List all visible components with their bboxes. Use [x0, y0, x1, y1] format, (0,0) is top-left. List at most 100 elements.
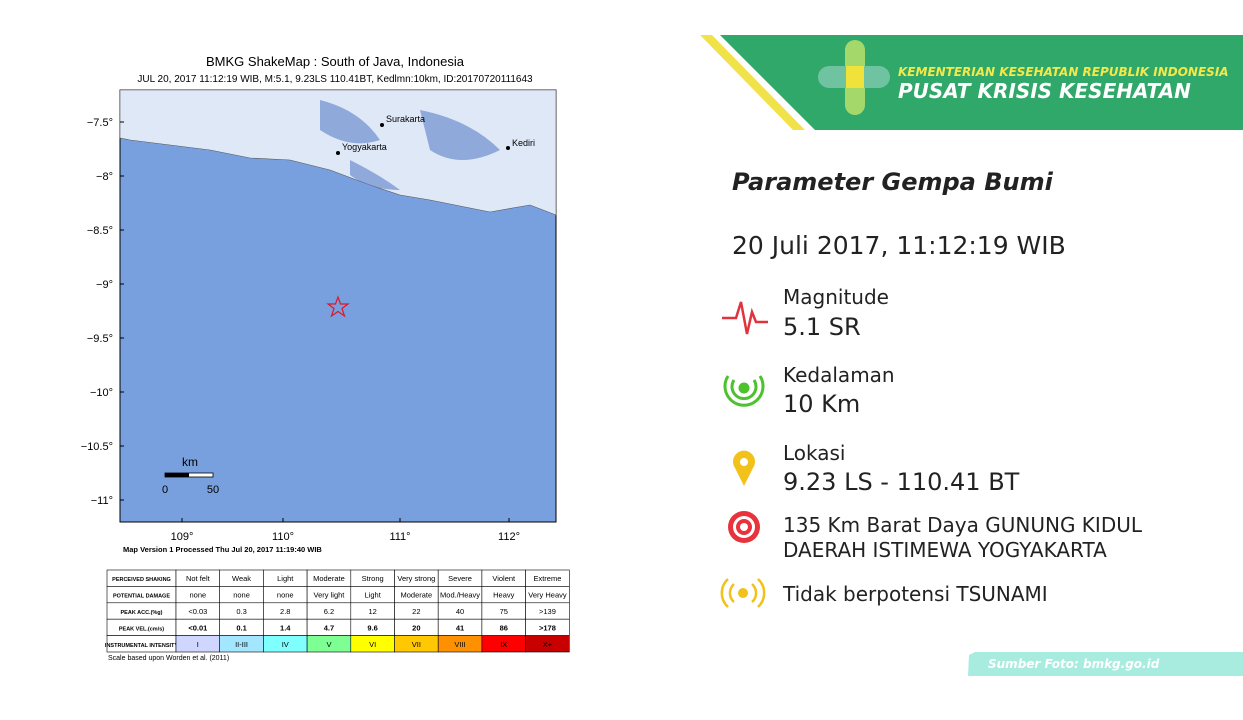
- heading: Parameter Gempa Bumi: [732, 168, 1054, 196]
- header-line2: PUSAT KRISIS KESEHATAN: [898, 79, 1191, 103]
- city-label: Yogyakarta: [342, 142, 387, 152]
- logo: [818, 40, 890, 115]
- cell-text: Very Heavy: [528, 591, 567, 600]
- y-tick-label: −9.5°: [87, 333, 113, 345]
- city-dot: [380, 123, 384, 127]
- banner-stripe: [700, 35, 805, 130]
- cell-text: Violent: [492, 574, 516, 583]
- map-shading: [320, 100, 500, 190]
- icon-distance: [728, 511, 760, 543]
- cell-text: 75: [500, 607, 508, 616]
- item-label: Kedalaman: [783, 363, 895, 387]
- row-header: INSTRUMENTAL INTENSITY: [105, 643, 178, 649]
- item-value: 9.23 LS - 110.41 BT: [783, 468, 1020, 496]
- cell-text: V: [326, 640, 331, 649]
- cell-text: 40: [456, 607, 464, 616]
- cell-text: 86: [500, 623, 508, 632]
- map-subtitle: JUL 20, 2017 11:12:19 WIB, M:5.1, 9.23LS…: [137, 74, 533, 85]
- cell-text: Not felt: [186, 574, 211, 583]
- cell-text: Very light: [314, 591, 346, 600]
- y-tick-label: −10.5°: [81, 441, 113, 453]
- y-tick-label: −11°: [91, 495, 113, 507]
- item-label: Magnitude: [783, 285, 889, 309]
- cell-text: Very strong: [397, 574, 435, 583]
- y-tick-label: −9°: [96, 279, 113, 291]
- row-header: POTENTIAL DAMAGE: [113, 594, 170, 600]
- epicenter-star: [326, 295, 350, 318]
- icon-magnitude: [722, 301, 768, 335]
- scale-label: 0: [162, 484, 168, 496]
- cell-text: 22: [412, 607, 420, 616]
- cell-text: IX: [500, 640, 507, 649]
- cell-text: 4.7: [324, 623, 334, 632]
- y-tick-label: −10°: [90, 387, 113, 399]
- cell-text: VI: [369, 640, 376, 649]
- city-dot: [336, 151, 340, 155]
- cell-text: IV: [282, 640, 289, 649]
- table-note: Scale based upon Worden et al. (2011): [108, 655, 229, 662]
- icon-location: [740, 458, 748, 466]
- cell-text: 6.2: [324, 607, 334, 616]
- table-cell: [525, 635, 570, 653]
- cell-text: 0.1: [236, 623, 246, 632]
- cell-text: 2.8: [280, 607, 290, 616]
- city-label: Surakarta: [386, 114, 425, 124]
- item-value: 10 Km: [783, 390, 860, 418]
- cell-text: II-III: [235, 640, 248, 649]
- cell-text: Moderate: [313, 574, 345, 583]
- item-label: Lokasi: [783, 441, 846, 465]
- icon-tsunami: [720, 578, 766, 608]
- cell-text: 12: [368, 607, 376, 616]
- cell-text: 41: [456, 623, 464, 632]
- cell-text: Extreme: [533, 574, 561, 583]
- city-label: Kediri: [512, 138, 535, 148]
- header-line1: KEMENTERIAN KESEHATAN REPUBLIK INDONESIA: [898, 65, 1229, 79]
- row-header: PERCEIVED SHAKING: [112, 577, 171, 583]
- tsunami: Tidak berpotensi TSUNAMI: [782, 582, 1048, 606]
- cell-text: Light: [365, 591, 382, 600]
- location-detail: DAERAH ISTIMEWA YOGYAKARTA: [783, 538, 1107, 562]
- row-header: PEAK VEL.(cm/s): [119, 626, 164, 632]
- cell-text: 0.3: [236, 607, 246, 616]
- x-tick-label: 110°: [272, 531, 294, 543]
- cell-text: Light: [277, 574, 294, 583]
- scale-bar: [165, 473, 189, 477]
- y-tick-label: −8.5°: [87, 225, 113, 237]
- cell-text: >139: [539, 607, 556, 616]
- cell-text: 20: [412, 623, 420, 632]
- cell-text: VII: [412, 640, 421, 649]
- scale-label: 50: [207, 484, 219, 496]
- icon-depth: [723, 375, 765, 407]
- y-tick-label: −8°: [96, 171, 113, 183]
- cell-text: <0.01: [188, 623, 207, 632]
- scale-unit: km: [182, 455, 198, 469]
- source: Sumber Foto: bmkg.go.id: [988, 657, 1160, 671]
- row-header: PEAK ACC.(%g): [121, 610, 163, 616]
- source-box: [968, 652, 1243, 676]
- cell-text: none: [233, 591, 250, 600]
- x-tick-label: 111°: [389, 531, 410, 543]
- cell-text: none: [190, 591, 207, 600]
- datetime: 20 Juli 2017, 11:12:19 WIB: [732, 231, 1066, 260]
- cell-text: I: [197, 640, 199, 649]
- item-value: 5.1 SR: [783, 313, 861, 341]
- cell-text: Strong: [362, 574, 384, 583]
- x-tick-label: 109°: [171, 531, 194, 543]
- map-title: BMKG ShakeMap : South of Java, Indonesia: [206, 54, 465, 69]
- cell-text: Severe: [448, 574, 472, 583]
- cell-text: 1.4: [280, 623, 291, 632]
- cell-text: Mod./Heavy: [440, 591, 480, 600]
- city-dot: [506, 146, 510, 150]
- cell-text: 9.6: [367, 623, 377, 632]
- cell-text: Weak: [232, 574, 251, 583]
- cell-text: X+: [543, 640, 553, 649]
- x-tick-label: 112°: [498, 531, 520, 543]
- map-footer: Map Version 1 Processed Thu Jul 20, 2017…: [123, 545, 322, 554]
- cell-text: <0.03: [188, 607, 207, 616]
- icon-location: [733, 450, 756, 486]
- cell-text: >178: [539, 623, 556, 632]
- cell-text: Heavy: [493, 591, 515, 600]
- cell-text: none: [277, 591, 294, 600]
